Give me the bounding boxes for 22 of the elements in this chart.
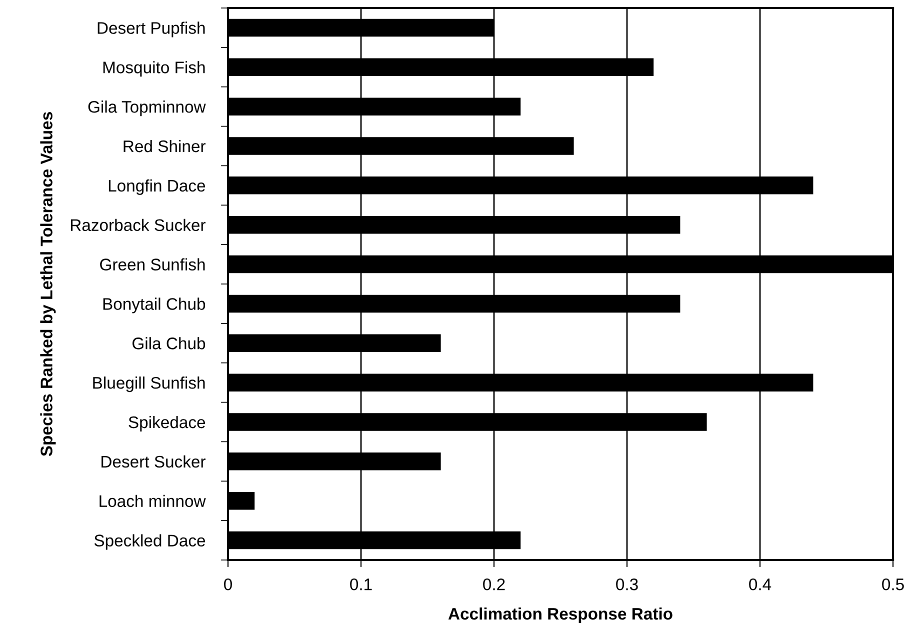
y-tick-label: Loach minnow — [100, 494, 206, 508]
y-tick-label: Bluegill Sunfish — [93, 376, 205, 392]
x-axis-title: Acclimation Response Ratio — [448, 607, 672, 624]
x-tick-label: 0.2 — [483, 578, 505, 590]
x-tick-label: 0.4 — [749, 578, 772, 590]
y-tick-label: Green Sunfish — [100, 258, 205, 270]
y-tick-label: Gila Chub — [132, 337, 206, 350]
y-tick-label: Red Shiner — [124, 140, 206, 152]
y-tick-label: Spikedace — [128, 416, 206, 432]
y-tick-label: Mosquito Fish — [103, 61, 205, 77]
x-tick-label: 0 — [224, 578, 232, 590]
y-tick-label: Gila Topminnow — [88, 100, 206, 116]
y-tick-label: Bonytail Chub — [103, 298, 206, 314]
y-tick-label: Longfin Dace — [108, 179, 206, 195]
y-tick-label: Desert Pupfish — [98, 22, 205, 38]
y-tick-label: Speckled Dace — [94, 534, 206, 550]
x-tick-label: 0.5 — [882, 578, 904, 590]
x-tick-label: 0.1 — [350, 578, 372, 590]
y-tick-label: Desert Sucker — [102, 455, 206, 468]
x-tick-label: 0.3 — [616, 578, 638, 590]
y-tick-label: Razorback Sucker — [70, 218, 206, 232]
y-axis-title: Species Ranked by Lethal Tolerance Values — [40, 112, 56, 456]
